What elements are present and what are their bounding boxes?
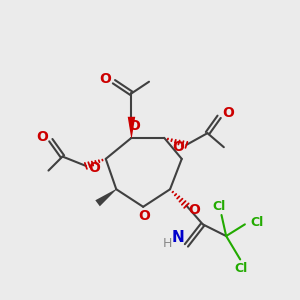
- Text: Cl: Cl: [250, 216, 263, 229]
- Text: O: O: [88, 161, 100, 175]
- Text: O: O: [138, 209, 150, 223]
- Text: H: H: [163, 237, 172, 250]
- Text: O: O: [188, 202, 200, 217]
- Text: O: O: [222, 106, 234, 120]
- Polygon shape: [95, 189, 116, 206]
- Text: Cl: Cl: [212, 200, 225, 213]
- Text: O: O: [99, 72, 111, 86]
- Text: O: O: [128, 119, 140, 133]
- Text: N: N: [171, 230, 184, 245]
- Text: O: O: [172, 140, 184, 154]
- Text: Cl: Cl: [235, 262, 248, 275]
- Polygon shape: [128, 117, 135, 138]
- Text: O: O: [36, 130, 48, 144]
